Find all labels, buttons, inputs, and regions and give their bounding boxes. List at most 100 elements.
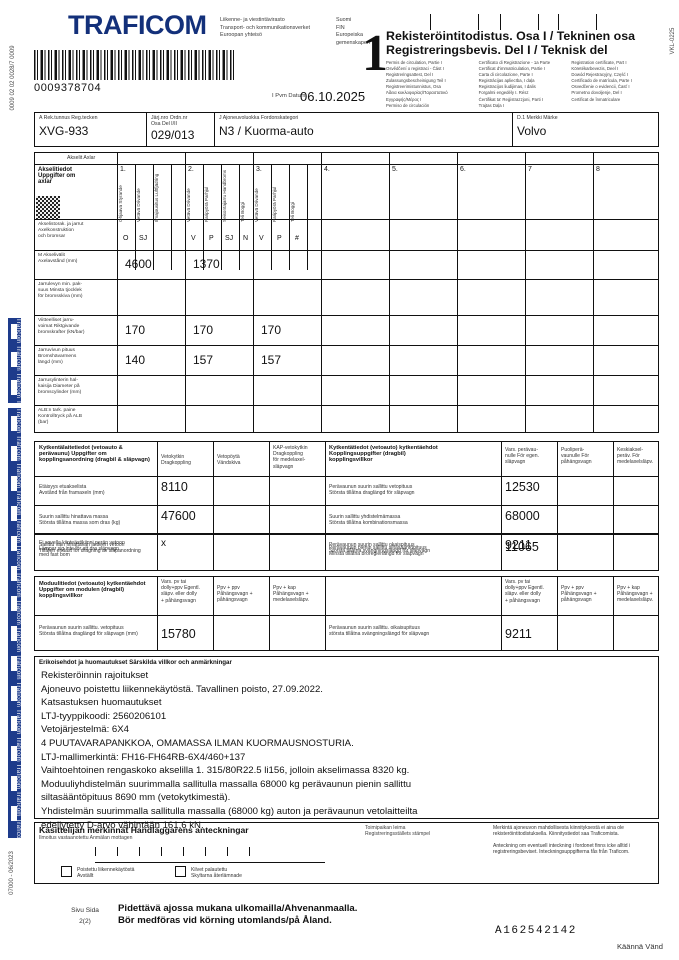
- agency-name-eu: Euroopan yhteisö: [220, 32, 262, 38]
- strip-perforations: [8, 318, 21, 403]
- coupling-row1-right-label: Suurin sallittu yhdistelmämassa Största …: [329, 514, 408, 527]
- module-left-header-text: Moduulitiedot (vetoauto) kytkentäehdot U…: [39, 581, 146, 600]
- security-strip-upper: Traficom Traficom Traficom Traficom Traf…: [8, 318, 21, 403]
- special-conditions-title: Erikoisehdot ja huomautukset Särskilda v…: [39, 659, 232, 666]
- coupling-row0-right-value: 12530: [505, 480, 540, 494]
- axle-table: Akselit Axlar 1. 2. 3. 4. 5. 6. 7 8 Akse…: [34, 152, 659, 433]
- traficom-logo: TRAFICOM: [68, 10, 207, 40]
- axle-row-label-0: Akselistorak. ja jarrut Axelkonstruktion…: [38, 222, 84, 239]
- coupling-row1-left-label: Suurin sallittu hinattava massa Största …: [39, 514, 121, 527]
- axle1-mark-SJ: SJ: [139, 235, 148, 242]
- certificate-title-sv: Registreringsbevis. Del I / Teknisk del: [386, 42, 608, 57]
- coupling-col-kap: KAP-vetokytkin Dragkoppling för medelaxe…: [273, 445, 308, 470]
- label-vehicle-category: J Ajoneuvoluokka Fordonskategori: [219, 115, 299, 121]
- security-strip-lower: Traficom Traficom Traficom Traficom Traf…: [8, 408, 21, 838]
- checkbox-deregistered[interactable]: [61, 866, 72, 877]
- module-table: Moduulitiedot (vetoauto) kytkentäehdot U…: [34, 576, 659, 651]
- barcode-number: 0009378704: [34, 82, 102, 94]
- axle-corner-label: Akselit Axlar: [67, 155, 96, 161]
- page-label: Sivu Sida: [71, 907, 99, 914]
- carry-notice-sv: Bör medföras vid körning utomlands/på Ål…: [118, 915, 332, 927]
- axle-number-5: 5.: [392, 166, 398, 173]
- axle3-mark-V: V: [259, 235, 264, 242]
- axle3-mark-P: P: [277, 235, 282, 242]
- module-row0-right-label: Perävaunun suurin sallittu. oikaisupituu…: [329, 625, 430, 638]
- strip-perforations-2: [8, 408, 21, 838]
- label-sequence: Järj.nro Ordn.nr Osa Del I/II: [151, 115, 188, 128]
- note-line-5: 4 PUUTAVARAPANKKOA, OMAMASSA ILMAN KUORM…: [41, 737, 354, 749]
- checkbox-deregistered-label: Poistettu liikennekäytöstä Avställt: [77, 867, 135, 880]
- coupling-left-header: Kytkentälaitetiedot (vetoauto & perävaun…: [39, 445, 155, 464]
- axle-row-label-4: Jarruvivun pituus Bromshävarmens längd (…: [38, 348, 77, 365]
- coupling-row3-left-label: Ei sovella kiinteästikiinni perän vetoon…: [39, 540, 125, 559]
- handler-date-field[interactable]: [95, 847, 325, 863]
- certificate-title-fi: Rekisteröintitodistus. Osa I / Tekninen …: [386, 29, 636, 43]
- alignment-ticks: [430, 14, 620, 30]
- label-reg-number: A Rek.tunnus Reg.tecken: [39, 115, 98, 121]
- title-langs-col2: Certificato di Registrazione - 1a Parte …: [478, 60, 551, 108]
- handler-stamp-label: Toimipaikan leima Registreringsställets …: [365, 825, 431, 838]
- agency-name-sv: Transport- och kommunikationsverket: [220, 24, 310, 31]
- note-line-10: Yhdistelmän suurimmalla sallitulla massa…: [41, 805, 418, 817]
- module-col-right-2: Ppv + ppv Påhängsvagn + påhängsvagn: [561, 585, 597, 604]
- coupling-row2-right-label: Perävaunun suurin sallittu okaispituus S…: [329, 542, 431, 555]
- coupling-row0-right-label: Perävaunun suurin sallittu vetopituus St…: [329, 484, 415, 497]
- date-value: 06.10.2025: [300, 89, 366, 104]
- axle1-cap-steering: Ohjaava Styrande: [118, 185, 123, 222]
- axle-row-label-5: Jarrusylinterin hal- kaisija Diameter på…: [38, 378, 82, 395]
- axle-row-label-6: ALB:n tark. paine Kontrolltryck på ALB (…: [38, 408, 83, 425]
- axle2-cap-bogie: Teli Boggi: [240, 202, 245, 222]
- value-sequence: 029/013: [151, 127, 195, 142]
- coupling-col-vandskiva: Vetopöytä Vändskiva: [217, 454, 241, 467]
- checkbox-plates-returned-label: Kilvet palautettu Skyltarna återlämnade: [191, 867, 242, 880]
- coupling-row1-right-value: 68000: [505, 509, 540, 523]
- axle1-mark-O: O: [123, 235, 129, 242]
- axle2-mark-SJ: SJ: [225, 235, 234, 242]
- agency-name-fi: Liikenne- ja viestintävirasto: [220, 17, 285, 23]
- coupling-row3-right-value: 11065: [505, 540, 539, 554]
- module-col-left-2: Ppv + ppv Påhängsvagn + påhängsvagn: [217, 585, 253, 604]
- agency-names: Liikenne- ja viestintävirasto Suomi Trans…: [220, 17, 370, 47]
- axle-number-8: 8: [596, 166, 600, 173]
- coupling-col-centreaxle: Keskiaksel- peräv. För medelaxelsläpv.: [617, 447, 654, 466]
- carry-notice-fi: Pidettävä ajossa mukana ulkomailla/Ahven…: [118, 903, 358, 914]
- barcode-image: [34, 50, 234, 80]
- special-conditions-box: Erikoisehdot ja huomautukset Särskilda v…: [34, 656, 659, 831]
- axle-number-4: 4.: [324, 166, 330, 173]
- value-make: Volvo: [517, 124, 547, 139]
- agency-code-fi: Suomi: [336, 17, 352, 23]
- axle-number-3: 3.: [256, 166, 262, 173]
- document-number: A162542142: [495, 925, 578, 937]
- axle2-brake-lever: 170: [193, 323, 214, 337]
- axle2-mark-P: P: [209, 235, 214, 242]
- coupling-col-dragkoppling: Vetokytkin Dragkoppling: [161, 454, 192, 467]
- turn-over-label: Käännä Vänd: [616, 942, 663, 951]
- module-col-right-3: Ppv + kap Påhängsvagn + medelaxelsläpv.: [617, 585, 654, 604]
- agency-code-sv: FIN: [336, 24, 345, 31]
- axle1-cap-driving: Vetävä Drivande: [136, 188, 141, 222]
- note-line-1: Ajoneuvo poistettu liikennekäytöstä. Tav…: [41, 683, 323, 695]
- value-reg-number: XVG-933: [39, 124, 89, 139]
- part-number: 1: [362, 25, 388, 82]
- coupling-row3-right-label: Perävaunun pienin sallittu siltasääntöpi…: [329, 545, 427, 558]
- module-row0-left-label: Perävaunun suurin sallittu. vetopituus S…: [39, 625, 138, 638]
- handler-note-sv: Anteckning om eventuell inteckning i for…: [493, 842, 631, 855]
- coupling-left-header-text: Kytkentälaitetiedot (vetoauto & perävaun…: [39, 445, 150, 464]
- axle2-cap-twinwheel: Paripyörä Parhjul: [204, 186, 209, 222]
- module-left-header: Moduulitiedot (vetoauto) kytkentäehdot U…: [39, 581, 155, 600]
- axle2-cap-driving: Vetävä Drivande: [186, 188, 191, 222]
- coupling-row3-left-value: x: [161, 538, 166, 549]
- checkbox-plates-returned[interactable]: [175, 866, 186, 877]
- identification-row: A Rek.tunnus Reg.tecken XVG-933 Järj.nro…: [34, 112, 659, 147]
- edge-code-left-bottom: 07000 - 06/2023: [9, 851, 15, 895]
- axle1-brake-lever: 170: [125, 323, 146, 337]
- axle2-cylinder-diameter: 157: [193, 353, 214, 367]
- date-label: I Pvm Datum: [272, 93, 306, 99]
- page-indicator: Sivu Sida 2(2): [62, 905, 108, 927]
- handler-note-fi: Merkintä ajoneuvon mahdollisesta kiinnit…: [493, 825, 624, 838]
- module-col-left-3: Ppv + kap Påhängsvagn + medelaxelsläpv.: [273, 585, 310, 604]
- field-vehicle-category: J Ajoneuvoluokka Fordonskategori N3 / Ku…: [215, 113, 513, 146]
- module-col-left-1: Vars. pv tai dolly+ppv Egentl. släpv. el…: [161, 579, 200, 604]
- title-langs-col1: Permis de circulation, Partie I Osvědčen…: [386, 60, 448, 108]
- coupling-row1-left-value: 47600: [161, 509, 196, 523]
